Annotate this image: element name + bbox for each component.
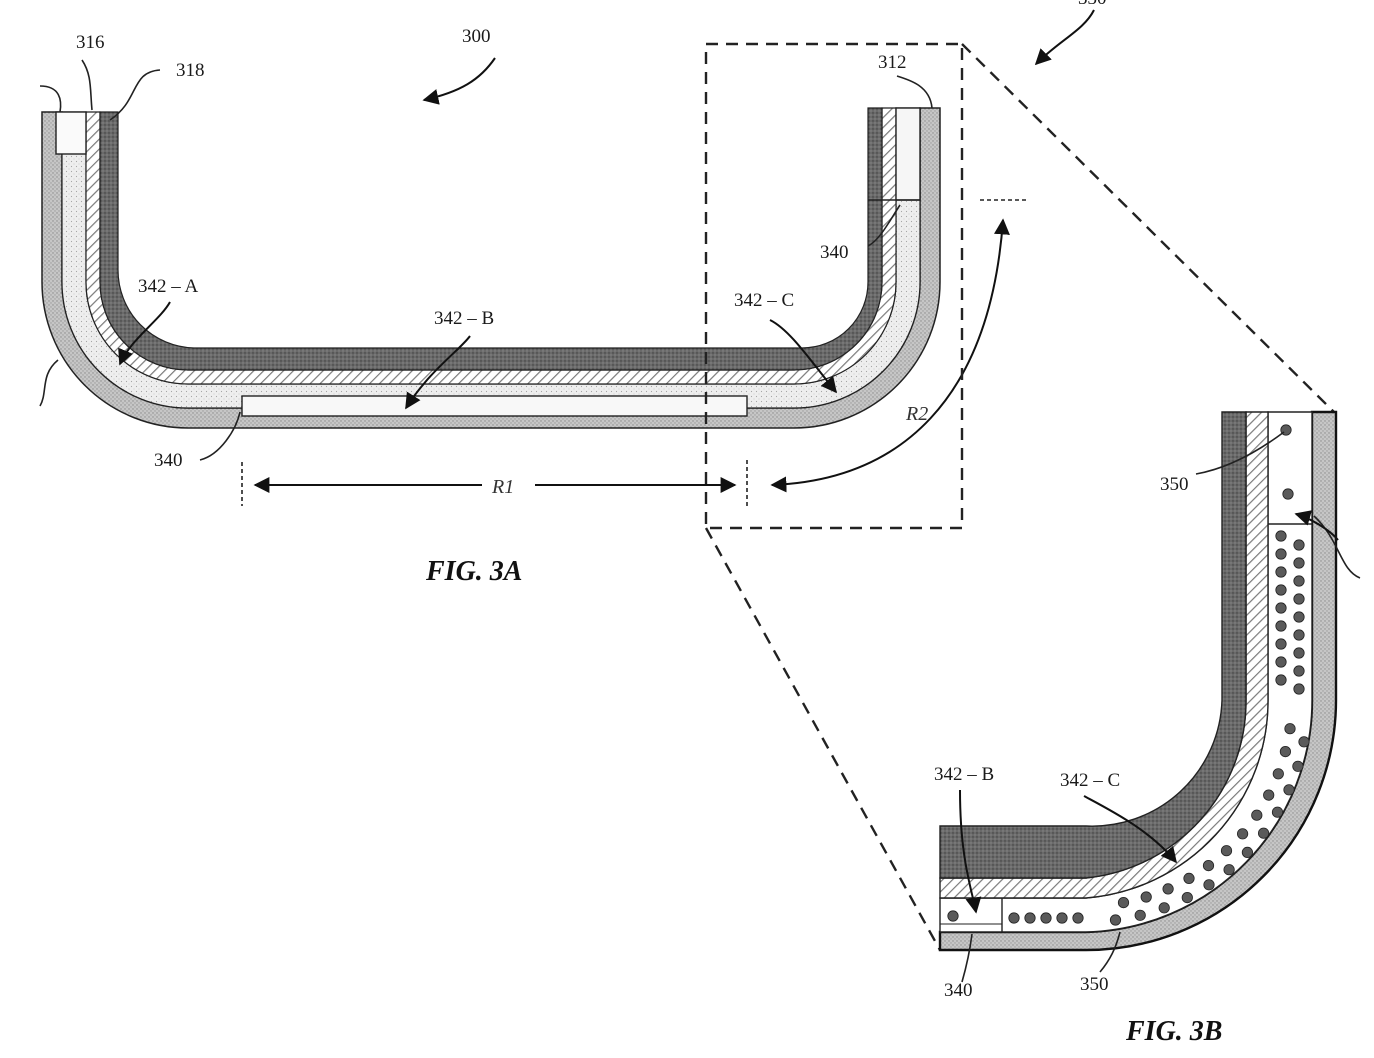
- particle: [1293, 593, 1305, 605]
- particle: [1140, 891, 1152, 903]
- particle: [1293, 557, 1305, 569]
- particle: [1251, 809, 1263, 821]
- particle: [1292, 760, 1304, 772]
- particle: [1109, 914, 1122, 926]
- particle: [1008, 912, 1020, 924]
- label-340-left: 340: [154, 450, 183, 471]
- label-342c-3b: 342 – C: [1060, 770, 1120, 791]
- particle: [1117, 896, 1130, 909]
- particle: [1223, 864, 1235, 876]
- fig3b-dark: [939, 411, 1247, 879]
- r2-dimension: [770, 199, 1026, 493]
- particle: [1072, 912, 1084, 924]
- label-r2: R2: [905, 403, 928, 425]
- label-316: 316: [76, 32, 105, 53]
- label-318: 318: [176, 60, 205, 81]
- particle: [1293, 575, 1305, 587]
- particle: [1275, 638, 1287, 650]
- particle: [1293, 683, 1305, 695]
- particle: [1202, 859, 1215, 872]
- particle: [1263, 789, 1275, 801]
- fig3b-particles: [947, 424, 1310, 926]
- particle: [1284, 723, 1296, 735]
- label-342c: 342 – C: [734, 290, 794, 311]
- labels: 300 316 318 312 340 342 – A 342 – B 342 …: [76, 0, 1222, 1047]
- r1-dimension: [241, 460, 748, 506]
- particle: [1272, 768, 1284, 780]
- label-340-3b: 340: [944, 980, 973, 1001]
- particle: [1158, 902, 1170, 914]
- particle: [1293, 611, 1305, 623]
- label-312: 312: [878, 52, 907, 73]
- particle: [1271, 806, 1284, 818]
- label-350-top: 350: [1160, 474, 1189, 495]
- left-top-box: [55, 111, 87, 155]
- particle: [1183, 872, 1195, 885]
- label-330: 330: [1078, 0, 1107, 9]
- particle: [1293, 539, 1305, 551]
- particle: [1283, 784, 1295, 796]
- label-342a: 342 – A: [138, 276, 198, 297]
- hatched-layer: [85, 107, 897, 385]
- particle: [1275, 566, 1287, 578]
- particle: [1275, 656, 1287, 668]
- particle: [1220, 845, 1233, 857]
- particle: [1293, 629, 1305, 641]
- label-300: 300: [462, 26, 491, 47]
- particle: [1241, 846, 1254, 859]
- particle: [1275, 548, 1287, 560]
- particle: [1275, 584, 1287, 596]
- bottom-center-box: [241, 395, 748, 417]
- particle: [1040, 912, 1052, 924]
- particle: [1203, 879, 1215, 891]
- fig3b-leaders: [959, 431, 1361, 983]
- particle: [1237, 828, 1249, 840]
- particle: [1275, 602, 1287, 614]
- particle: [1024, 912, 1036, 924]
- detail-callout: [704, 9, 1335, 951]
- particle: [1282, 488, 1294, 500]
- particle: [1181, 891, 1193, 904]
- particle: [1162, 883, 1174, 895]
- dark-layer: [99, 107, 883, 371]
- label-342b-3b: 342 – B: [934, 764, 994, 785]
- particle: [1275, 530, 1287, 542]
- particle: [1056, 912, 1068, 924]
- label-350-bottom: 350: [1080, 974, 1109, 995]
- particle: [947, 910, 959, 922]
- caption-fig3b: FIG. 3B: [1125, 1016, 1222, 1047]
- label-340-right: 340: [820, 242, 849, 263]
- particle: [1275, 620, 1287, 632]
- caption-fig3a: FIG. 3A: [425, 556, 522, 587]
- particle: [1293, 647, 1305, 659]
- right-top-box: [895, 107, 921, 201]
- fig3a-laminate: [41, 107, 941, 429]
- label-342b: 342 – B: [434, 308, 494, 329]
- particle: [1298, 736, 1310, 748]
- fig3b-laminate: [938, 410, 1338, 952]
- particle: [1134, 909, 1146, 921]
- particle: [1279, 745, 1292, 758]
- particle: [1275, 674, 1287, 686]
- particle: [1258, 827, 1270, 839]
- label-r1: R1: [491, 476, 514, 498]
- particle: [1293, 665, 1305, 677]
